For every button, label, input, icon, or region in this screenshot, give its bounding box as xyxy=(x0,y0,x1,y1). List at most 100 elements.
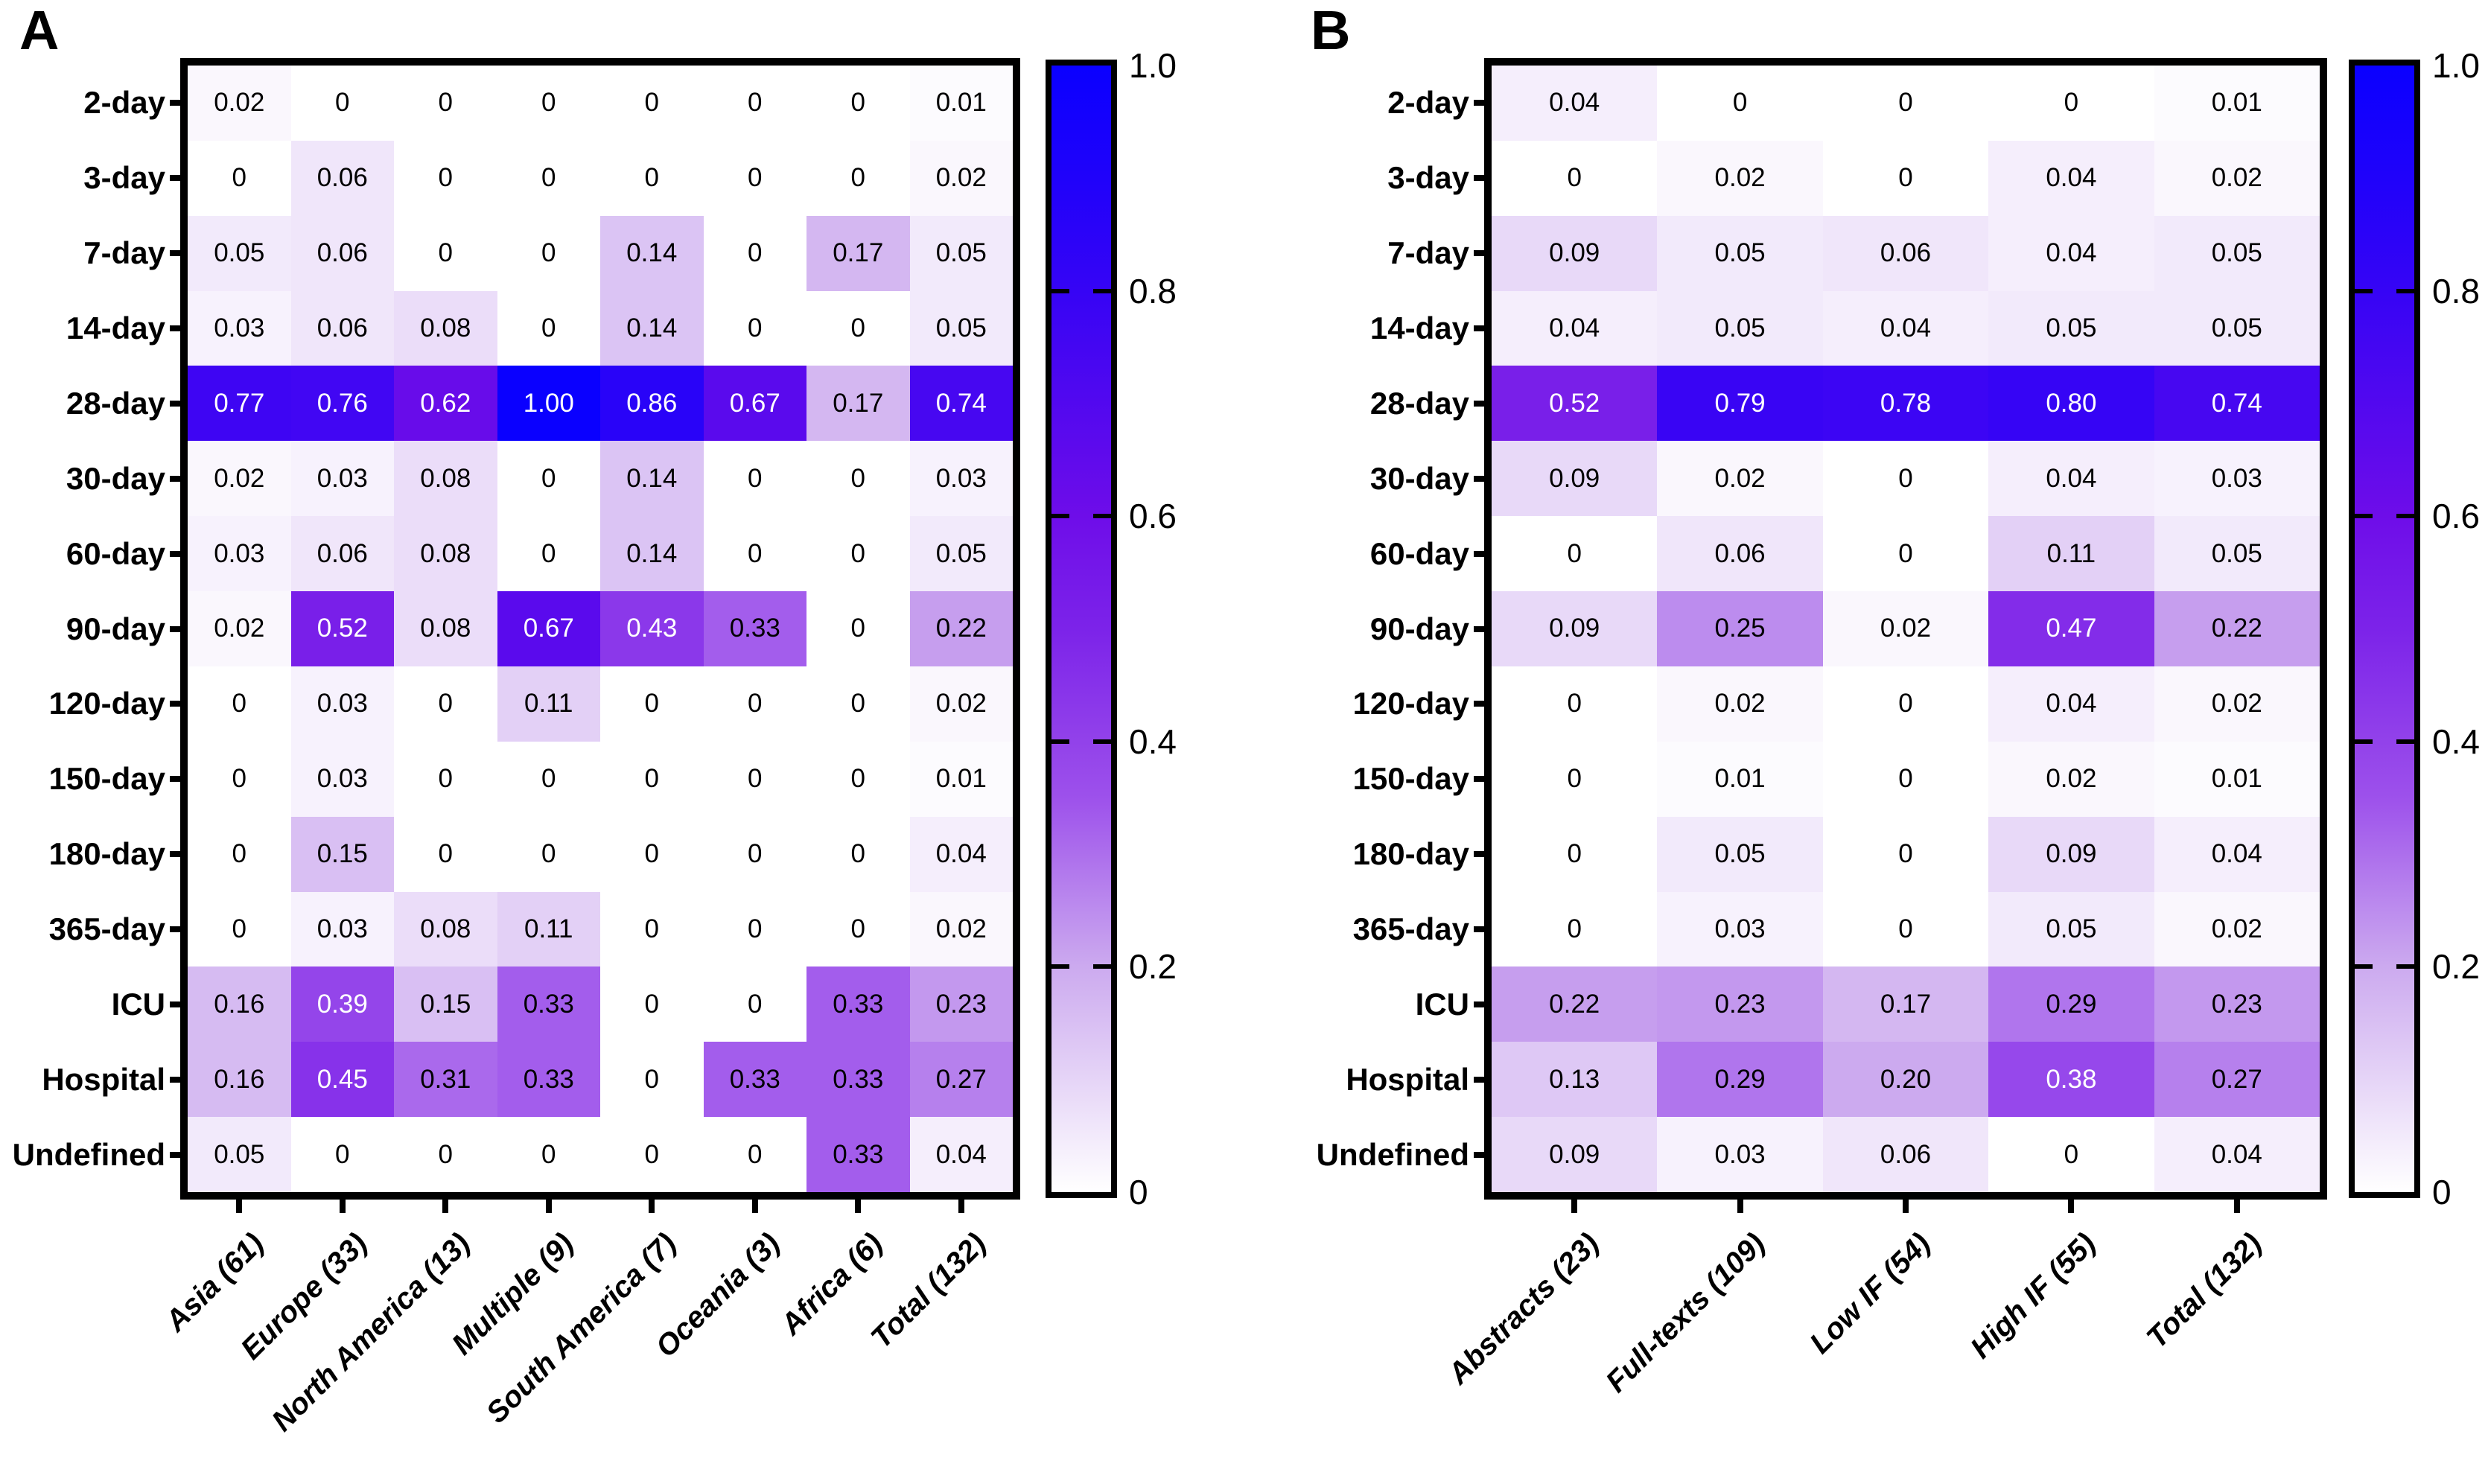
y-axis-tick xyxy=(1474,550,1492,557)
heatmap-cell: 0.23 xyxy=(1657,966,1823,1042)
heatmap-cell: 0.45 xyxy=(290,1042,394,1118)
heatmap-cell: 0.23 xyxy=(2154,966,2320,1042)
heatmap-cell: 0.05 xyxy=(188,215,291,291)
heatmap-cell: 0.04 xyxy=(1988,140,2154,216)
heatmap-cell: 0.15 xyxy=(290,816,394,892)
column-label: South America (7) xyxy=(480,1226,684,1430)
row-label: 150-day xyxy=(1352,761,1469,797)
colorbar-tick xyxy=(2355,964,2373,969)
heatmap-cell: 0.74 xyxy=(909,366,1013,442)
heatmap-cell: 0.16 xyxy=(188,1042,291,1118)
row-label: 2-day xyxy=(1387,85,1469,121)
heatmap-cell: 0.04 xyxy=(1988,441,2154,517)
heatmap-cell: 0 xyxy=(703,441,806,517)
heatmap-cell: 0.09 xyxy=(1492,1117,1658,1192)
heatmap-b: 0.04 0 0 0 0.01 0 0.02 0 0.04 0.02 0.09 0.05 0.06 0.0… xyxy=(1484,58,2327,1200)
heatmap-cell: 0 xyxy=(1822,666,1989,742)
heatmap-cell: 0.04 xyxy=(2154,816,2320,892)
heatmap-cell: 0 xyxy=(806,140,910,216)
y-axis-tick xyxy=(1474,701,1492,707)
heatmap-cell: 0.67 xyxy=(497,591,600,666)
heatmap-cell: 0 xyxy=(1492,891,1658,967)
column-label: Full-texts (109) xyxy=(1599,1226,1772,1399)
heatmap-cell: 0.27 xyxy=(2154,1042,2320,1118)
heatmap-cell: 0.08 xyxy=(394,891,497,967)
x-axis-tick xyxy=(1903,1192,1909,1213)
heatmap-cell: 0.06 xyxy=(1822,215,1989,291)
heatmap-cell: 0 xyxy=(188,741,291,817)
colorbar-tick-label: 0 xyxy=(2432,1173,2452,1211)
x-axis-tick xyxy=(2233,1192,2240,1213)
heatmap-cell: 0.05 xyxy=(2154,516,2320,592)
heatmap-cell: 0.43 xyxy=(600,591,704,666)
row-label: 120-day xyxy=(48,686,165,722)
heatmap-cell: 0.06 xyxy=(1822,1117,1989,1192)
y-axis-tick xyxy=(170,475,188,482)
heatmap-cell: 0.03 xyxy=(1657,1117,1823,1192)
y-axis-tick xyxy=(170,250,188,257)
row-label: 14-day xyxy=(1369,311,1469,346)
heatmap-cell: 0.33 xyxy=(806,966,910,1042)
heatmap-cell: 0.05 xyxy=(909,215,1013,291)
colorbar-tick xyxy=(2396,288,2414,293)
heatmap-cell: 0.02 xyxy=(2154,891,2320,967)
heatmap-cell: 0.06 xyxy=(290,290,394,366)
x-axis-tick xyxy=(2068,1192,2075,1213)
heatmap-cell: 0 xyxy=(600,1042,704,1118)
row-label: 180-day xyxy=(1352,836,1469,872)
row-label: 90-day xyxy=(1369,611,1469,646)
heatmap-cell: 0.05 xyxy=(2154,215,2320,291)
heatmap-cell: 0 xyxy=(188,140,291,216)
heatmap-cell: 0 xyxy=(1492,516,1658,592)
heatmap-cell: 0.04 xyxy=(1492,290,1658,366)
heatmap-cell: 0 xyxy=(497,140,600,216)
heatmap-cell: 0.02 xyxy=(188,441,291,517)
heatmap-cell: 0.14 xyxy=(600,441,704,517)
heatmap-cell: 0 xyxy=(806,741,910,817)
colorbar-tick xyxy=(2396,964,2414,969)
row-label: 7-day xyxy=(1387,235,1469,271)
colorbar-tick-label: 0 xyxy=(1129,1173,1148,1211)
colorbar-tick xyxy=(2355,739,2373,744)
heatmap-cell: 0.22 xyxy=(909,591,1013,666)
row-label: ICU xyxy=(1415,986,1469,1022)
y-axis-tick xyxy=(1474,325,1492,332)
heatmap-cell: 0 xyxy=(497,66,600,141)
heatmap-cell: 0.11 xyxy=(497,666,600,742)
row-label: 365-day xyxy=(1352,911,1469,946)
colorbar-tick xyxy=(1051,288,1069,293)
row-label: 365-day xyxy=(48,911,165,946)
heatmap-cell: 0 xyxy=(1492,666,1658,742)
heatmap-cell: 0.05 xyxy=(909,290,1013,366)
heatmap-cell: 0.02 xyxy=(2154,666,2320,742)
row-label: 14-day xyxy=(66,311,165,346)
colorbar-tick xyxy=(1093,288,1111,293)
heatmap-cell: 0 xyxy=(703,741,806,817)
heatmap-a: 0.02 0 0 0 0 0 0 0.01 0 0.06 0 0 0 0 0 0.02 0.05 0.06 0 0 0.… xyxy=(180,58,1020,1200)
colorbar-tick xyxy=(1093,739,1111,744)
heatmap-cell: 0 xyxy=(806,591,910,666)
y-axis-tick xyxy=(1474,175,1492,182)
y-axis-tick xyxy=(170,625,188,632)
y-axis-tick xyxy=(170,776,188,783)
heatmap-cell: 0 xyxy=(600,1117,704,1192)
y-axis-tick xyxy=(170,175,188,182)
y-axis-tick xyxy=(1474,100,1492,106)
heatmap-cell: 0.01 xyxy=(1657,741,1823,817)
heatmap-cell: 0.23 xyxy=(909,966,1013,1042)
heatmap-cell: 0 xyxy=(806,516,910,592)
column-label: Low IF (54) xyxy=(1803,1226,1937,1360)
heatmap-cell: 0.03 xyxy=(909,441,1013,517)
heatmap-cell: 0.31 xyxy=(394,1042,497,1118)
x-axis-tick xyxy=(442,1192,449,1213)
heatmap-cell: 0 xyxy=(1492,741,1658,817)
x-axis-tick xyxy=(1737,1192,1743,1213)
colorbar-tick xyxy=(2396,739,2414,744)
heatmap-cell: 0 xyxy=(394,816,497,892)
heatmap-cell: 0.06 xyxy=(1657,516,1823,592)
row-label: 28-day xyxy=(66,385,165,421)
heatmap-cell: 0.01 xyxy=(2154,741,2320,817)
y-axis-tick xyxy=(1474,776,1492,783)
heatmap-cell: 0.02 xyxy=(2154,140,2320,216)
row-label: 120-day xyxy=(1352,686,1469,722)
